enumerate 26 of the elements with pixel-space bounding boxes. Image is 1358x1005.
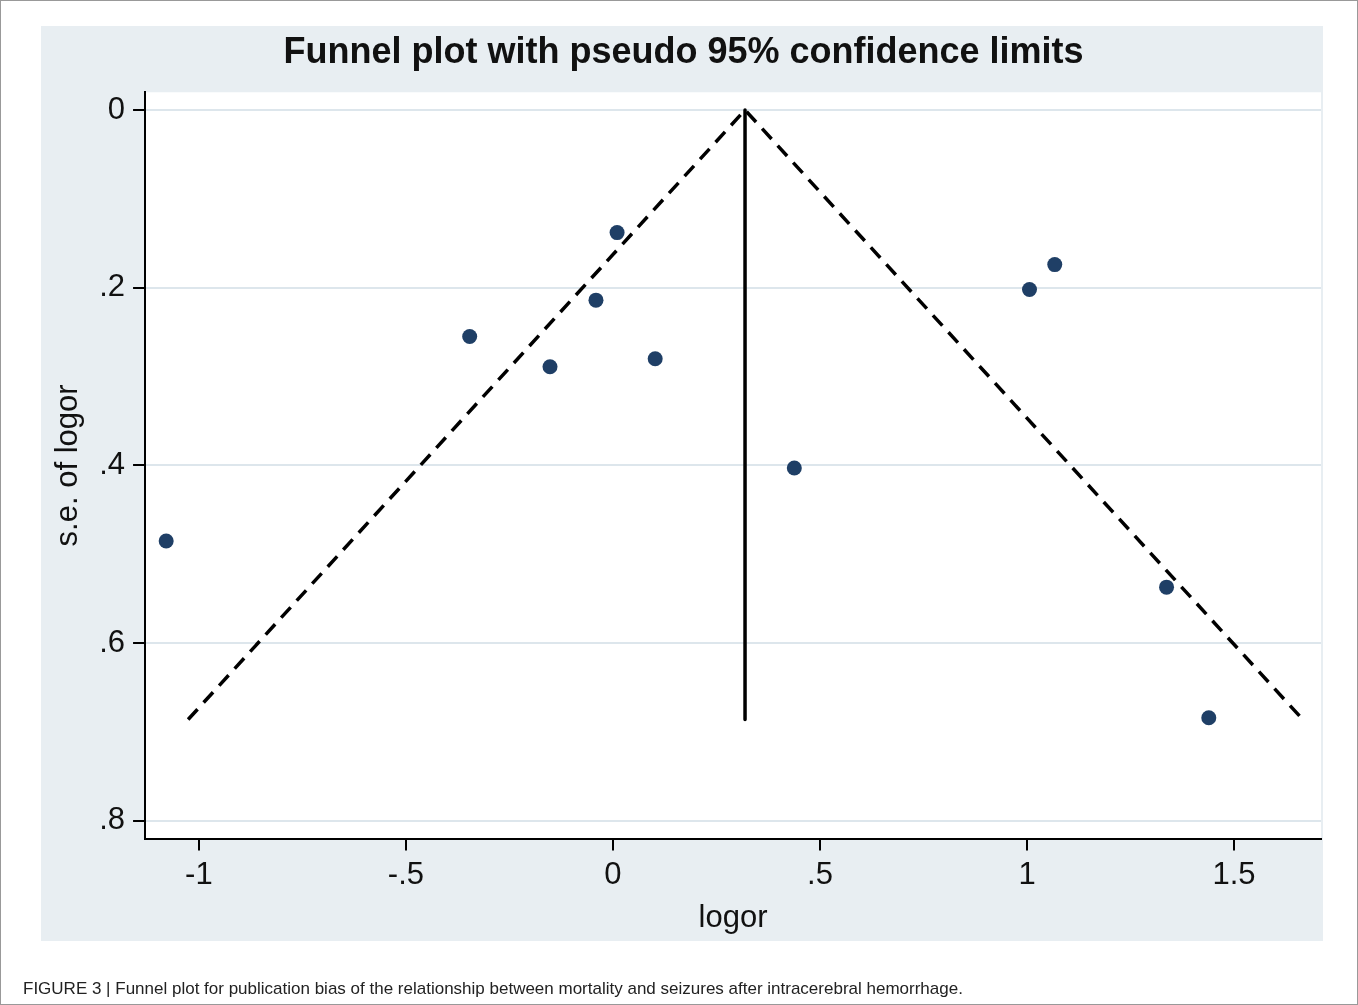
chart-title: Funnel plot with pseudo 95% confidence limits xyxy=(283,29,1084,71)
x-axis-title: logor xyxy=(698,898,768,934)
point xyxy=(609,225,625,241)
point xyxy=(542,359,558,375)
y-tick-label: .2 xyxy=(99,268,126,304)
y-tick-label: .4 xyxy=(99,445,126,481)
y-axis-title: s.e. of logor xyxy=(49,384,85,547)
x-tick-label: 0 xyxy=(604,855,622,891)
y-tick-label: 0 xyxy=(107,90,126,126)
y-tick-label: .8 xyxy=(99,801,126,837)
point xyxy=(1047,257,1063,273)
x-tick-label: -1 xyxy=(185,855,213,891)
x-tick-label: .5 xyxy=(807,855,833,891)
point xyxy=(1159,579,1175,595)
x-tick-label: -.5 xyxy=(387,855,425,891)
point xyxy=(647,351,663,367)
x-tick-label: 1.5 xyxy=(1212,855,1256,891)
x-tick-label: 1 xyxy=(1018,855,1036,891)
point xyxy=(462,329,478,345)
caption: FIGURE 3 | Funnel plot for publication bias of the relationship between mortality and seizures after intracerebral hemorrhage. xyxy=(23,979,963,998)
point xyxy=(1022,281,1037,297)
point xyxy=(588,292,604,308)
point xyxy=(158,533,174,549)
y-tick-label: .6 xyxy=(99,623,126,659)
point xyxy=(786,460,802,476)
point xyxy=(1201,710,1217,726)
